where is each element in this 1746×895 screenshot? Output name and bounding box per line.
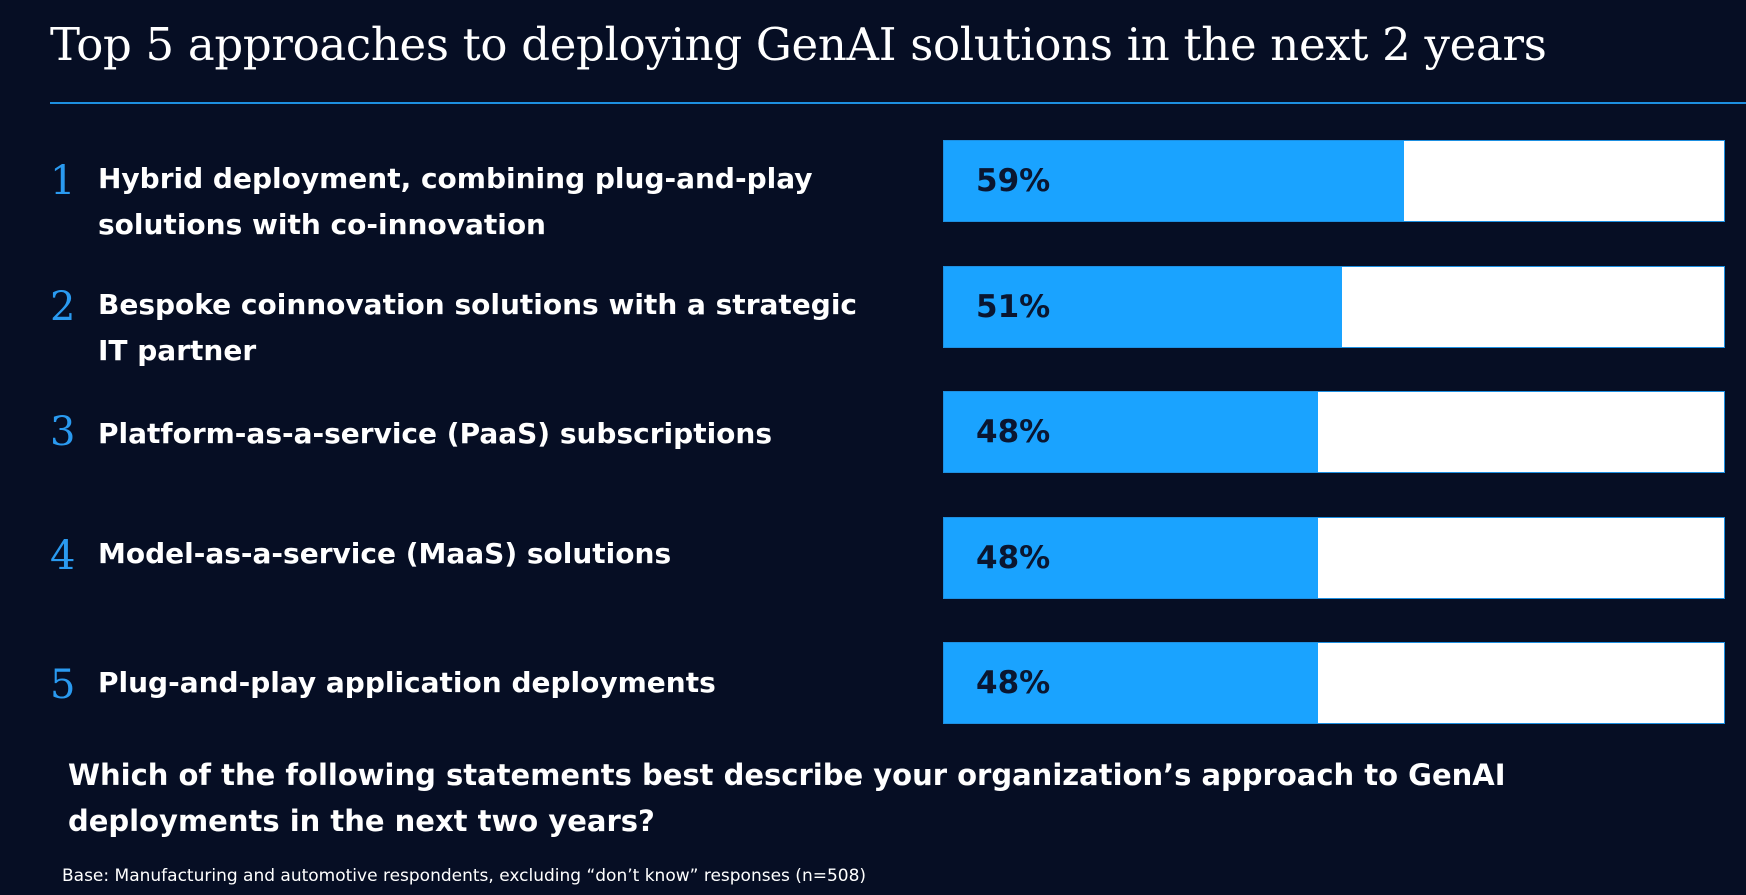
category-label: Model-as-a-service (MaaS) solutions (98, 537, 672, 570)
survey-question: Which of the following statements best d… (68, 758, 1506, 838)
category-label: Hybrid deployment, combining plug-and-pl… (98, 162, 813, 241)
bar-row: 3 Platform-as-a-service (PaaS) subscripti… (0, 391, 1746, 475)
category-label: Plug-and-play application deployments (98, 666, 716, 699)
bar-track: 59% (943, 140, 1725, 222)
bar-row: 4 Model-as-a-service (MaaS) solutions 48% (0, 517, 1746, 601)
bar-fill (944, 518, 1318, 598)
bar-row: 5 Plug-and-play application deployments 48… (0, 642, 1746, 726)
data-label: 48% (976, 665, 1051, 701)
category-label: Platform-as-a-service (PaaS) subscriptio… (98, 417, 773, 450)
rank-number: 1 (50, 158, 76, 204)
base-note: Base: Manufacturing and automotive respo… (62, 866, 867, 886)
data-label: 48% (976, 414, 1051, 450)
data-label: 59% (976, 163, 1051, 199)
data-label: 48% (976, 540, 1051, 576)
bar-fill (944, 267, 1342, 347)
bar-fill (944, 643, 1318, 723)
rank-number: 3 (50, 409, 76, 455)
bar-track: 51% (943, 266, 1725, 348)
rank-number: 5 (50, 662, 76, 708)
chart-title: Top 5 approaches to deploying GenAI solu… (50, 18, 1547, 71)
bar-row: 1 Hybrid deployment, combining plug-and-p… (0, 140, 1746, 241)
rank-number: 2 (50, 284, 76, 330)
bar-row: 2 Bespoke coinnovation solutions with a s… (0, 266, 1746, 367)
title-divider (50, 102, 1746, 104)
bar-track: 48% (943, 642, 1725, 724)
rank-number: 4 (50, 533, 76, 579)
bar-track: 48% (943, 391, 1725, 473)
bar-fill (944, 141, 1404, 221)
bar-fill (944, 392, 1318, 472)
category-label: Bespoke coinnovation solutions with a st… (98, 288, 858, 367)
data-label: 51% (976, 289, 1051, 325)
bar-track: 48% (943, 517, 1725, 599)
